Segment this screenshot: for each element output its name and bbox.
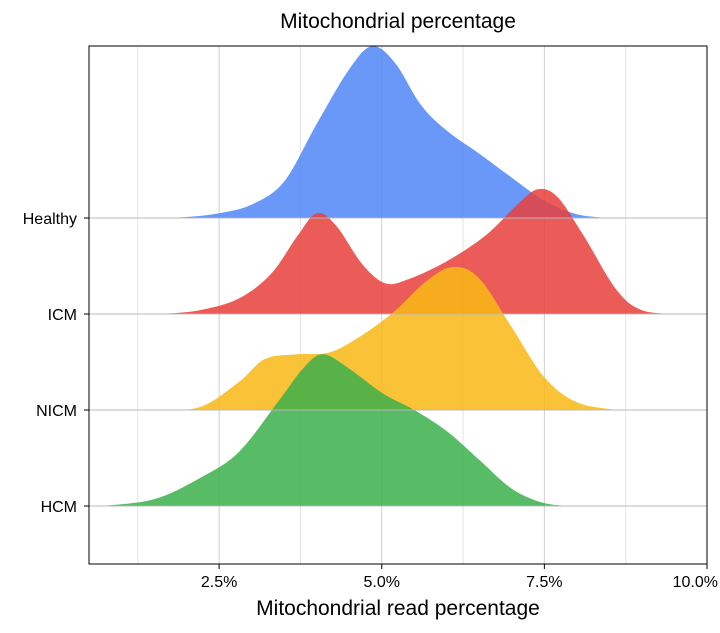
chart-title: Mitochondrial percentage (280, 10, 516, 33)
x-axis-label: Mitochondrial read percentage (256, 597, 540, 620)
y-axis: Healthy ICM NICM HCM (23, 211, 89, 516)
ridge-healthy (154, 46, 610, 219)
ridge-hcm (102, 354, 577, 506)
x-tick-label: 7.5% (526, 574, 562, 591)
x-tick-label: 10.0% (673, 574, 718, 591)
baselines (89, 217, 707, 507)
y-tick-label-hcm: HCM (41, 499, 77, 516)
x-axis: 2.5% 5.0% 7.5% 10.0% (201, 564, 718, 591)
x-tick-label: 5.0% (364, 574, 400, 591)
x-tick-label: 2.5% (201, 574, 237, 591)
y-tick-label-nicm: NICM (36, 403, 77, 420)
ridges (102, 46, 682, 506)
y-tick-label-icm: ICM (48, 307, 77, 324)
ridge-nicm (154, 266, 616, 411)
plot-panel (88, 45, 708, 565)
ridge-icm (160, 188, 682, 314)
y-tick-label-healthy: Healthy (23, 211, 77, 228)
